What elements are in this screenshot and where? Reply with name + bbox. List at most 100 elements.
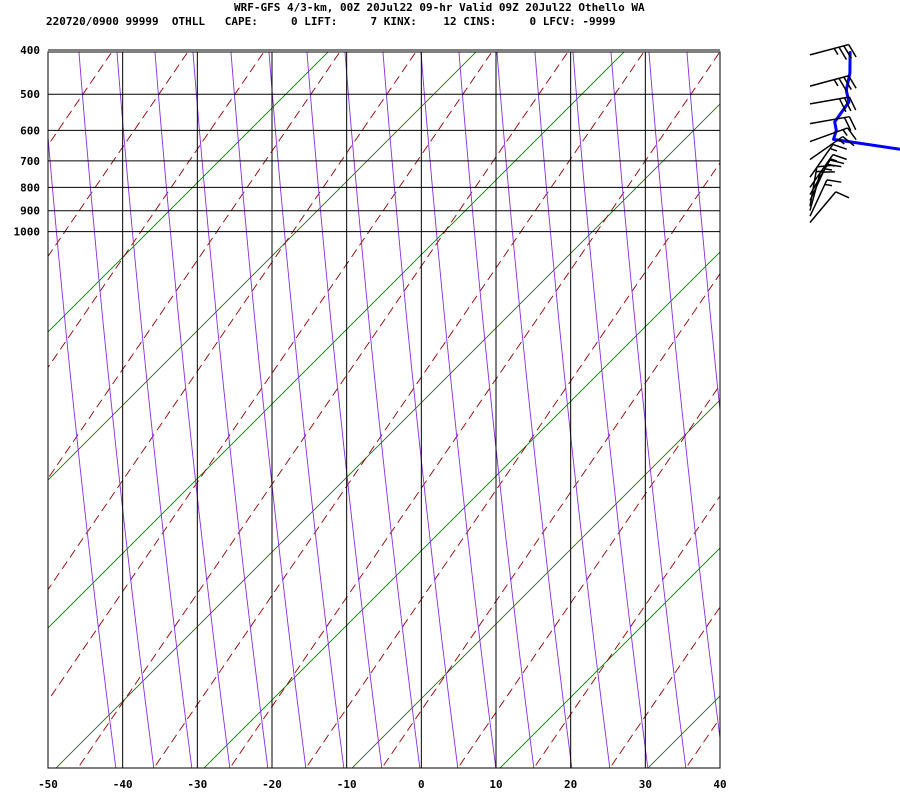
barb-feather	[847, 75, 857, 89]
barb-feather	[842, 135, 855, 147]
dry-adiabat	[816, 40, 900, 800]
y-tick-label: 600	[20, 124, 40, 137]
dry-adiabat	[740, 40, 900, 800]
barb-feather	[838, 46, 848, 61]
barb-staff	[809, 144, 834, 178]
mixing-ratio-line	[764, 40, 900, 800]
wind-barb	[809, 75, 857, 92]
dry-adiabat	[609, 606, 720, 768]
moist-adiabat	[458, 52, 535, 768]
barb-staff	[809, 166, 818, 207]
y-tick-label: 900	[20, 205, 40, 218]
sounding-traces	[832, 51, 900, 151]
y-tick-label: 1000	[14, 226, 41, 239]
barb-staff	[809, 115, 850, 125]
x-tick-label: -10	[337, 778, 357, 791]
moist-adiabat	[344, 52, 421, 768]
mixing-ratio-line	[647, 695, 720, 768]
barb-half-feather	[829, 147, 838, 152]
plot-border	[47, 51, 721, 769]
x-tick-label: 10	[489, 778, 502, 791]
y-tick-label: 700	[20, 155, 40, 168]
moist-adiabat	[382, 52, 459, 768]
moist-adiabat	[534, 52, 611, 768]
dry-adiabat	[48, 52, 265, 369]
wind-barb	[809, 179, 842, 217]
barb-feather	[843, 76, 852, 90]
mixing-ratio-line	[499, 547, 720, 768]
wind-barb	[809, 43, 857, 61]
barb-staff	[809, 171, 822, 211]
wind-barb	[809, 143, 847, 178]
wind-barb	[809, 127, 857, 143]
moist-adiabat	[572, 52, 649, 768]
barb-feather	[843, 45, 852, 59]
barb-half-feather	[833, 48, 839, 56]
wind-barb	[809, 115, 857, 131]
moist-adiabat	[230, 52, 307, 768]
barb-staff	[809, 127, 848, 143]
chart-title: WRF-GFS 4/3-km, 00Z 20Jul22 09-hr Valid …	[234, 1, 645, 14]
barb-feather	[843, 97, 852, 112]
wind-barb	[809, 191, 850, 223]
axis-labels: -50 -40 -30 -20 -10 0 10 20 30 40 400 500 600 700 800 9…	[14, 44, 727, 791]
y-tick-label: 800	[20, 181, 40, 194]
moist-adiabat	[306, 52, 383, 768]
mixing-ratio-line	[351, 399, 720, 768]
barb-staff	[809, 179, 828, 217]
dewpoint-trace	[832, 51, 900, 151]
dry-adiabat	[153, 52, 645, 768]
barb-staff	[809, 135, 844, 161]
moist-adiabat	[610, 52, 687, 768]
barb-staff	[809, 43, 849, 56]
x-tick-label: -30	[187, 778, 207, 791]
moist-adiabat	[192, 52, 269, 768]
barb-half-feather	[833, 79, 839, 87]
barb-feather	[832, 153, 847, 161]
dry-adiabat	[77, 52, 569, 768]
dry-adiabat	[48, 52, 417, 591]
x-tick-label: 40	[713, 778, 726, 791]
moist-adiabat	[116, 52, 193, 768]
x-tick-label: 0	[418, 778, 425, 791]
x-tick-label: -40	[113, 778, 133, 791]
moist-adiabats	[48, 40, 900, 800]
moist-adiabat	[268, 52, 345, 768]
barb-feather	[848, 116, 857, 131]
mixing-ratio-line	[48, 52, 625, 629]
mixing-ratio-line	[48, 52, 329, 333]
barb-half-feather	[838, 138, 845, 145]
moist-adiabat	[78, 52, 155, 768]
barb-staff	[809, 75, 849, 87]
wind-barb	[809, 164, 832, 207]
barb-half-feather	[816, 170, 824, 173]
dry-adiabat	[892, 40, 900, 800]
x-tick-label: -20	[262, 778, 282, 791]
barb-half-feather	[824, 168, 833, 171]
barb-feather	[826, 179, 842, 183]
dry-adiabat	[48, 52, 113, 147]
barb-staff	[809, 96, 850, 105]
moist-adiabat	[876, 40, 900, 800]
barb-feather	[838, 98, 847, 113]
dry-adiabat	[305, 161, 720, 768]
dry-adiabat	[381, 273, 720, 768]
wind-barb	[809, 171, 835, 211]
moist-adiabat	[686, 52, 720, 415]
barb-feather	[835, 191, 850, 199]
wind-barbs	[809, 43, 857, 223]
barb-feather	[846, 127, 857, 141]
mixing-ratio-line	[48, 52, 477, 481]
barb-feather	[848, 96, 857, 111]
barb-feather	[816, 164, 832, 168]
mixing-ratio-line	[203, 251, 720, 768]
barb-feather	[847, 44, 857, 58]
barb-half-feather	[842, 129, 848, 136]
moist-adiabat	[762, 40, 842, 800]
barb-feather	[826, 163, 842, 168]
moist-adiabat	[48, 131, 117, 768]
x-tick-label: 30	[639, 778, 652, 791]
grid-lines	[47, 49, 721, 769]
moist-adiabat	[724, 40, 804, 800]
